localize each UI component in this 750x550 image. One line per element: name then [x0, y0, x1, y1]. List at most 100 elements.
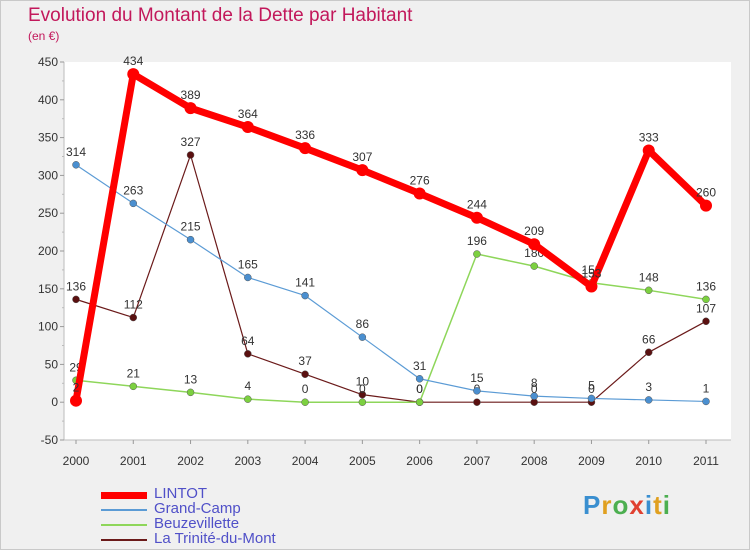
data-point-la-trinite-du-mont [301, 370, 309, 378]
data-label-beuzevillette: 21 [127, 366, 141, 380]
data-label-grand-camp: 141 [295, 276, 315, 290]
y-tick-label: 200 [38, 244, 58, 258]
data-point-la-trinite-du-mont [473, 398, 481, 406]
data-point-la-trinite-du-mont [129, 313, 138, 322]
legend-swatch [101, 509, 147, 511]
data-label-grand-camp: 15 [470, 371, 484, 385]
data-point-lintot [700, 199, 712, 212]
data-point-beuzevillette [415, 398, 424, 406]
legend-item-la-trinite-du-mont: La Trinité-du-Mont [101, 530, 361, 547]
y-tick-label: 450 [38, 55, 58, 69]
data-label-beuzevillette: 0 [359, 382, 366, 396]
logo-letter: i [662, 490, 671, 520]
data-point-grand-camp [530, 392, 538, 400]
logo-letter: P [583, 490, 602, 520]
logo-letter: o [612, 490, 630, 520]
data-label-grand-camp: 86 [356, 317, 370, 331]
series-line-beuzevillette [75, 253, 707, 403]
data-point-la-trinite-du-mont [186, 151, 195, 159]
y-tick-label: 400 [38, 93, 58, 107]
data-point-beuzevillette [186, 388, 195, 397]
data-label-grand-camp: 215 [181, 220, 201, 234]
x-tick-label: 2008 [521, 454, 548, 468]
data-label-la-trinite-du-mont: 327 [181, 135, 201, 149]
data-label-grand-camp: 165 [238, 257, 258, 271]
chart-title: Evolution du Montant de la Dette par Hab… [28, 5, 413, 26]
legend-label: LINTOT [154, 485, 208, 502]
data-label-beuzevillette: 196 [467, 234, 487, 248]
data-label-beuzevillette: 4 [244, 379, 251, 393]
legend-label: Grand-Camp [154, 500, 241, 517]
data-label-la-trinite-du-mont: 107 [696, 301, 716, 315]
data-point-la-trinite-du-mont [244, 350, 252, 358]
data-label-lintot: 276 [410, 174, 430, 188]
x-tick-label: 2007 [464, 454, 491, 468]
data-point-grand-camp [244, 273, 252, 282]
series-line-lintot [72, 70, 710, 405]
legend-item-beuzevillette: Beuzevillette [101, 515, 361, 532]
x-tick-label: 2006 [406, 454, 433, 468]
data-point-grand-camp [72, 161, 80, 169]
data-point-lintot [356, 164, 369, 177]
data-label-grand-camp: 1 [703, 381, 710, 395]
x-tick-label: 2010 [635, 454, 662, 468]
legend-swatch [101, 539, 147, 541]
data-label-la-trinite-du-mont: 136 [66, 279, 86, 293]
data-point-beuzevillette [644, 286, 653, 295]
y-tick-label: -50 [41, 433, 59, 447]
data-label-la-trinite-du-mont: 0 [416, 382, 423, 396]
data-label-grand-camp: 314 [66, 145, 86, 159]
data-point-lintot [127, 68, 140, 81]
series-line-la-trinite-du-mont [75, 154, 707, 403]
data-point-lintot [241, 121, 254, 134]
y-tick-label: 250 [38, 206, 58, 220]
data-point-beuzevillette [530, 262, 538, 270]
data-point-la-trinite-du-mont [644, 348, 653, 357]
data-label-beuzevillette: 0 [302, 382, 309, 396]
data-point-lintot [585, 280, 598, 293]
x-tick-label: 2009 [578, 454, 605, 468]
data-point-grand-camp [129, 199, 138, 208]
data-label-grand-camp: 3 [645, 380, 652, 394]
data-point-la-trinite-du-mont [702, 317, 710, 326]
data-label-grand-camp: 5 [588, 378, 595, 392]
data-point-grand-camp [702, 397, 710, 406]
legend: LINTOT Grand-Camp Beuzevillette La Trinité-… [101, 485, 361, 547]
data-label-lintot: 244 [467, 198, 487, 212]
data-label-lintot: 307 [352, 150, 372, 164]
data-point-lintot [413, 187, 426, 200]
data-label-lintot: 2 [73, 381, 80, 395]
data-point-grand-camp [186, 235, 195, 244]
data-point-la-trinite-du-mont [358, 390, 367, 399]
y-tick-label: 0 [51, 395, 58, 409]
data-label-la-trinite-du-mont: 66 [642, 332, 656, 346]
data-label-la-trinite-du-mont: 0 [531, 382, 538, 396]
data-label-beuzevillette: 13 [184, 372, 198, 386]
y-tick-label: 50 [45, 357, 59, 371]
data-label-la-trinite-du-mont: 10 [356, 375, 370, 389]
y-tick-label: 100 [38, 320, 58, 334]
data-point-grand-camp [415, 375, 424, 383]
data-point-lintot [299, 142, 312, 155]
data-point-lintot [528, 238, 541, 251]
x-tick-label: 2005 [349, 454, 376, 468]
data-label-grand-camp: 263 [123, 183, 143, 197]
x-tick-label: 2001 [120, 454, 147, 468]
data-label-lintot: 364 [238, 107, 258, 121]
legend-label: La Trinité-du-Mont [154, 530, 276, 547]
data-point-grand-camp [587, 394, 596, 403]
data-point-beuzevillette [244, 395, 252, 403]
data-point-grand-camp [644, 396, 653, 404]
x-tick-label: 2011 [693, 454, 719, 468]
data-point-lintot [184, 102, 197, 115]
data-point-lintot [642, 144, 655, 157]
data-label-lintot: 336 [295, 128, 315, 142]
data-point-lintot [470, 211, 483, 224]
data-point-grand-camp [473, 387, 481, 395]
data-label-la-trinite-du-mont: 64 [241, 334, 255, 348]
logo-letter: r [601, 490, 613, 520]
data-label-lintot: 209 [524, 224, 544, 238]
legend-item-lintot: LINTOT [101, 485, 361, 502]
logo-letter: i [644, 490, 654, 520]
